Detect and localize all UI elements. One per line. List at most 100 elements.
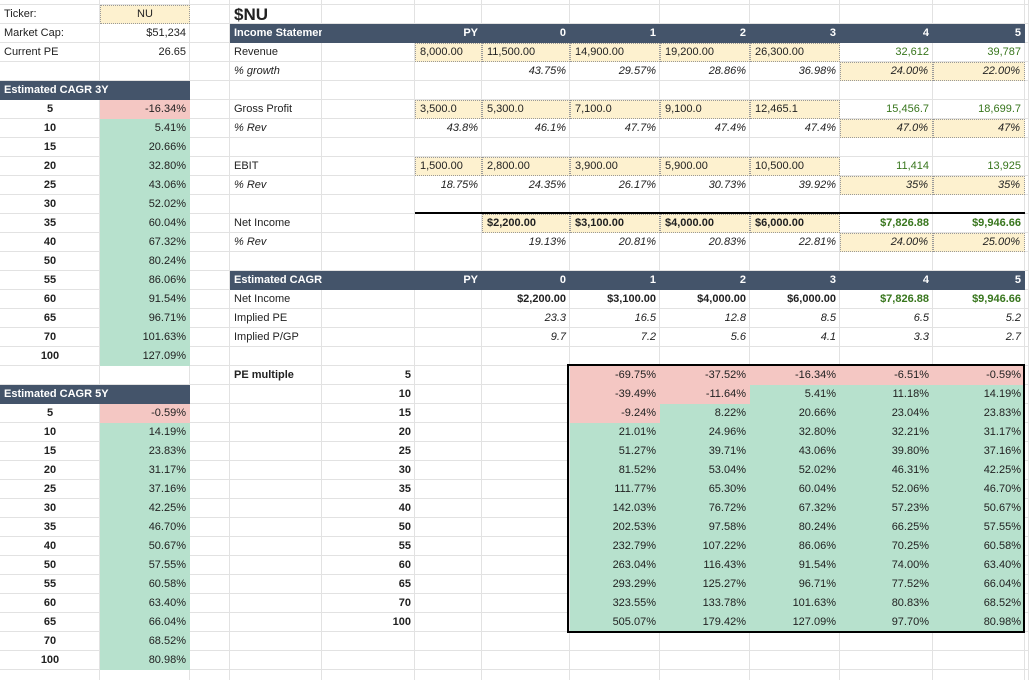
grid-cell <box>0 594 100 613</box>
rule <box>415 212 1025 214</box>
column-header: 5 <box>1014 274 1021 286</box>
grid-cell <box>230 651 322 670</box>
cagr-value: 91.54% <box>750 556 840 575</box>
grid-cell <box>0 24 100 43</box>
cagr-value: 127.09% <box>100 347 190 366</box>
grid-cell <box>750 5 840 24</box>
grid-cell <box>230 556 322 575</box>
cagr-value: -0.59% <box>933 366 1025 385</box>
grid-cell <box>230 81 322 100</box>
grid-cell <box>322 62 415 81</box>
grid-cell <box>322 0 415 5</box>
grid-cell <box>482 0 570 5</box>
grid-cell <box>1025 24 1029 43</box>
amount: $3,100.00 <box>570 214 660 233</box>
grid-cell <box>415 252 482 271</box>
grid-cell <box>482 461 570 480</box>
grid-cell <box>1025 651 1029 670</box>
grid-cell <box>660 119 750 138</box>
cagr-value: 46.70% <box>933 480 1025 499</box>
cagr-value: 80.24% <box>750 518 840 537</box>
grid-cell <box>660 328 750 347</box>
cagr-value: 31.17% <box>933 423 1025 442</box>
cagr-value: 37.16% <box>933 442 1025 461</box>
amount: $7,826.88 <box>880 217 929 229</box>
grid-cell <box>750 252 840 271</box>
grid-cell <box>322 499 415 518</box>
grid-cell <box>0 309 100 328</box>
grid-cell <box>933 290 1025 309</box>
grid-cell <box>230 594 322 613</box>
label: Current PE <box>4 46 59 58</box>
cagr-value: 142.03% <box>570 499 660 518</box>
grid-cell <box>190 670 230 680</box>
grid-cell <box>322 214 415 233</box>
grid-cell <box>482 5 570 24</box>
cagr-value: 66.25% <box>840 518 933 537</box>
grid-cell <box>230 43 322 62</box>
row-label: Net Income <box>234 217 291 229</box>
grid-cell <box>190 176 230 195</box>
grid-cell <box>415 214 482 233</box>
cagr-value: 125.27% <box>660 575 750 594</box>
grid-cell <box>482 366 570 385</box>
table-header: Estimated CAGR 5Y <box>0 385 190 404</box>
grid-cell <box>190 461 230 480</box>
grid-cell <box>190 195 230 214</box>
grid-cell <box>322 575 415 594</box>
multiple: 5 <box>46 103 54 115</box>
cagr-value: 52.02% <box>100 195 190 214</box>
grid-cell <box>1025 556 1029 575</box>
grid-cell <box>322 252 415 271</box>
grid-cell <box>840 214 933 233</box>
grid-cell <box>840 157 933 176</box>
grid-cell <box>322 5 415 24</box>
multiple: 60 <box>43 293 57 305</box>
percent: 47.4% <box>714 122 746 134</box>
grid-cell <box>482 537 570 556</box>
cagr-value: 505.07% <box>570 613 660 632</box>
cagr-value: 32.21% <box>840 423 933 442</box>
grid-cell <box>230 442 322 461</box>
grid-cell <box>322 632 415 651</box>
cagr-value: 37.16% <box>100 480 190 499</box>
grid-cell <box>570 138 660 157</box>
percent: 43.75% <box>528 65 566 77</box>
multiple: 60 <box>398 559 411 571</box>
cagr-value: -16.34% <box>100 100 190 119</box>
percent: 30.73% <box>708 179 746 191</box>
cagr-value: -37.52% <box>660 366 750 385</box>
grid-cell <box>660 176 750 195</box>
grid-cell <box>230 385 322 404</box>
grid-cell <box>100 24 190 43</box>
amount: 14,900.00 <box>570 43 660 62</box>
cagr-value: 57.55% <box>933 518 1025 537</box>
estimate: $2,200.00 <box>517 293 566 305</box>
grid-cell <box>570 5 660 24</box>
grid-cell <box>1025 138 1029 157</box>
grid-cell <box>415 480 482 499</box>
row-label: Revenue <box>234 46 279 58</box>
grid-cell <box>322 518 415 537</box>
grid-cell <box>230 366 322 385</box>
grid-cell <box>933 328 1025 347</box>
estimate: $3,100.00 <box>607 293 656 305</box>
grid-cell <box>660 309 750 328</box>
estimate: $4,000.00 <box>697 293 746 305</box>
grid-cell <box>1025 157 1029 176</box>
grid-cell <box>0 43 100 62</box>
amount: $9,946.66 <box>972 217 1021 229</box>
grid-cell <box>750 138 840 157</box>
cagr-value: 293.29% <box>570 575 660 594</box>
percent: 28.86% <box>708 65 746 77</box>
grid-cell <box>230 480 322 499</box>
multiple: 60 <box>43 597 57 609</box>
grid-cell <box>322 404 415 423</box>
grid-cell <box>0 62 100 81</box>
cagr-value: 86.06% <box>750 537 840 556</box>
grid-cell <box>322 537 415 556</box>
grid-cell <box>190 5 230 24</box>
grid-cell <box>322 81 415 100</box>
grid-cell <box>190 651 230 670</box>
